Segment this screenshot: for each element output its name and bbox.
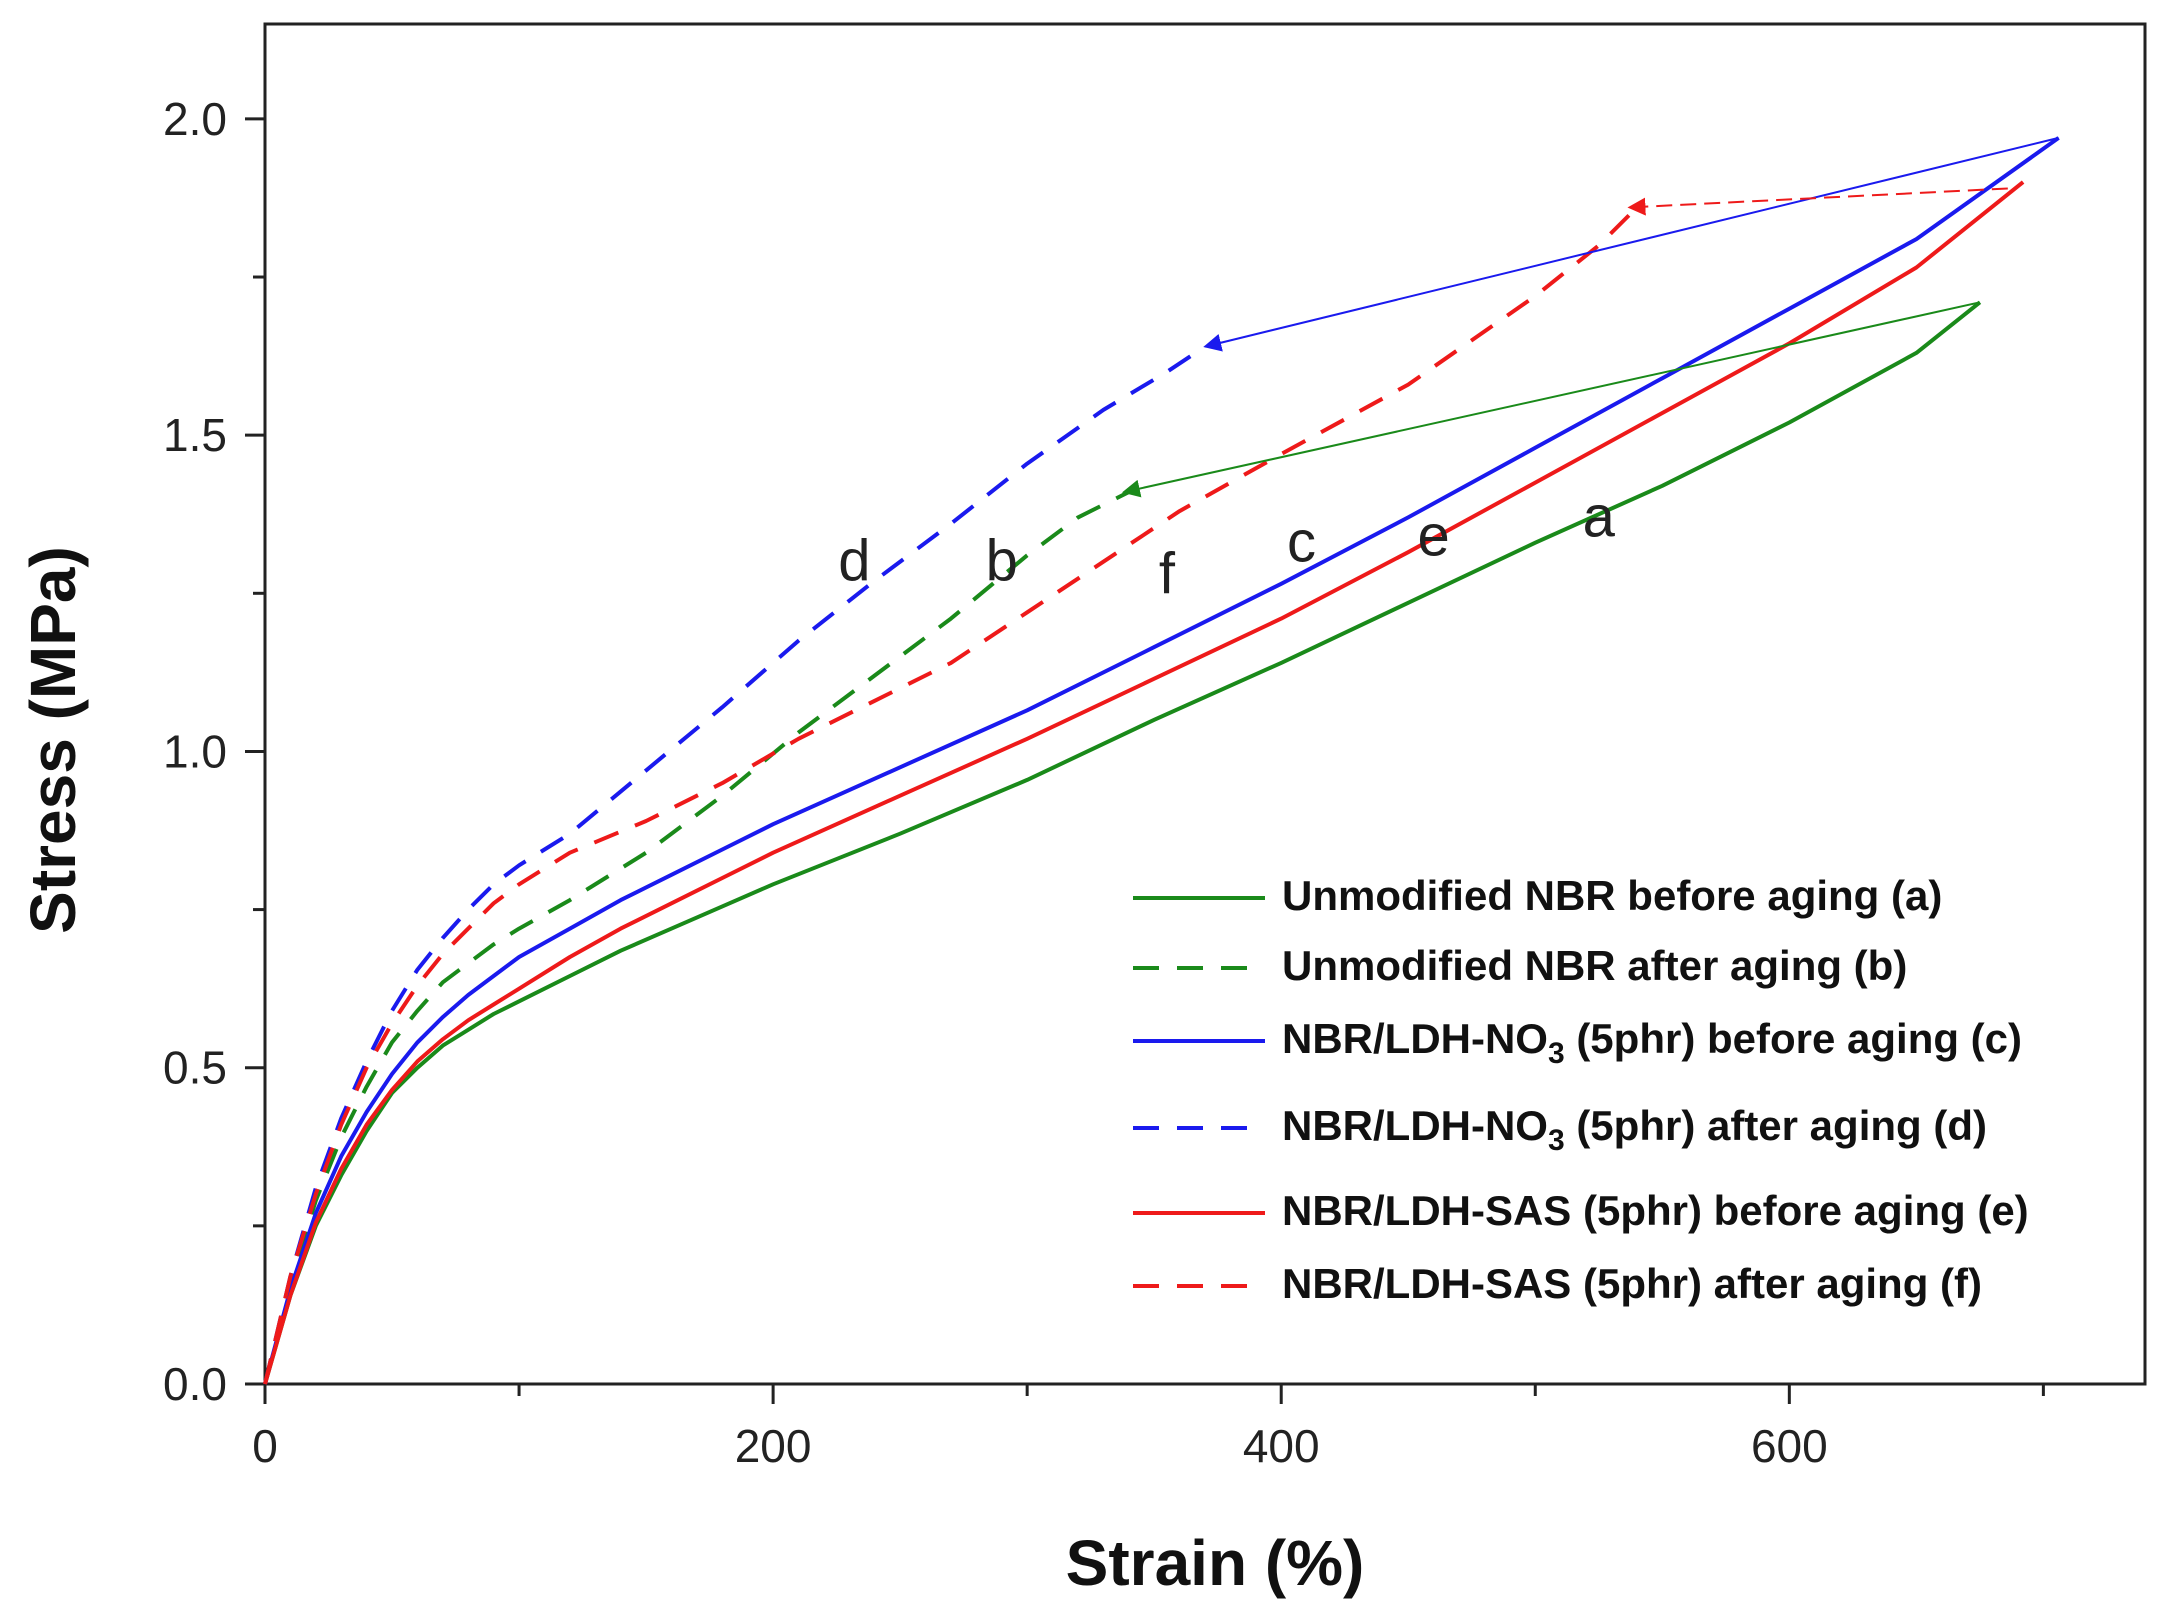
series-line-e (263, 180, 2025, 1385)
legend-label-a: Unmodified NBR before aging (a) (1282, 872, 1942, 919)
y-tick-label: 2.0 (163, 93, 227, 145)
curve-label-d: d (838, 529, 870, 594)
curve-label-e: e (1418, 503, 1450, 568)
curve-label-a: a (1583, 484, 1616, 549)
legend-label-main: NBR/LDH-NO (1282, 1102, 1548, 1149)
series-line-d (263, 344, 1207, 1385)
legend-label-subscript: 3 (1548, 1124, 1565, 1157)
legend-label-f: NBR/LDH-SAS (5phr) after aging (f) (1282, 1260, 1982, 1307)
x-axis-title: Strain (%) (1066, 1527, 1365, 1599)
series-line-a (263, 300, 1982, 1385)
plot-frame (263, 22, 2147, 1386)
curve-label-b: b (986, 529, 1018, 594)
legend-label-main: Unmodified NBR before aging (a) (1282, 872, 1942, 919)
legend-label-b: Unmodified NBR after aging (b) (1282, 942, 1907, 989)
legend-label-tail: (5phr) after aging (d) (1565, 1102, 1987, 1149)
legend-label-tail: (5phr) before aging (c) (1565, 1015, 2022, 1062)
legend-label-d: NBR/LDH-NO3 (5phr) after aging (d) (1282, 1102, 1987, 1157)
annotation-arrow-c (1203, 136, 2059, 352)
legend: Unmodified NBR before aging (a) Unmodifi… (1133, 872, 2029, 1307)
y-tick-label: 1.5 (163, 409, 227, 461)
x-tick-label: 600 (1751, 1420, 1828, 1472)
x-tick-label: 200 (735, 1420, 812, 1472)
y-axis-title: Stress (MPa) (17, 546, 89, 934)
y-tick-label: 0.5 (163, 1042, 227, 1094)
curve-label-f: f (1159, 541, 1176, 606)
y-tick-label: 1.0 (163, 725, 227, 777)
series-line-f (263, 205, 1639, 1385)
series-line-b (263, 490, 1130, 1385)
legend-label-subscript: 3 (1548, 1037, 1565, 1070)
y-tick-label: 0.0 (163, 1358, 227, 1410)
legend-label-main: NBR/LDH-SAS (5phr) before aging (e) (1282, 1187, 2029, 1234)
x-tick-label: 400 (1243, 1420, 1320, 1472)
legend-label-main: NBR/LDH-NO (1282, 1015, 1548, 1062)
x-tick-label: 0 (252, 1420, 278, 1472)
legend-label-e: NBR/LDH-SAS (5phr) before aging (e) (1282, 1187, 2029, 1234)
legend-label-main: Unmodified NBR after aging (b) (1282, 942, 1907, 989)
annotation-arrow-a (1121, 301, 1981, 498)
curve-label-c: c (1287, 510, 1316, 575)
legend-label-c: NBR/LDH-NO3 (5phr) before aging (c) (1282, 1015, 2022, 1070)
annotation-arrow-e (1627, 187, 2008, 216)
series-line-c (263, 136, 2060, 1385)
legend-label-main: NBR/LDH-SAS (5phr) after aging (f) (1282, 1260, 1982, 1307)
